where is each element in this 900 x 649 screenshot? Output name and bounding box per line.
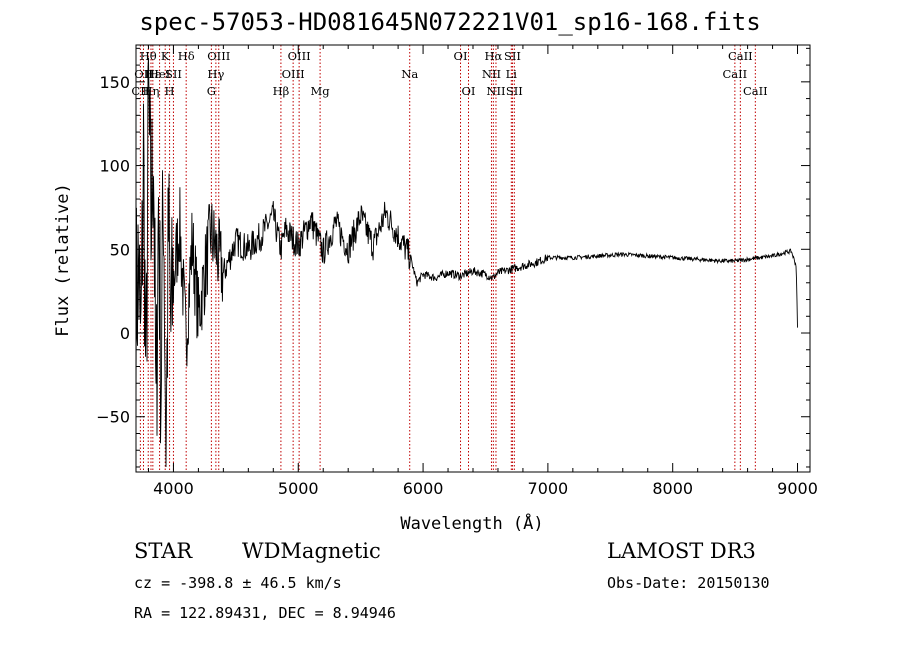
survey-name: LAMOST DR3 xyxy=(607,539,756,563)
spectral-line-label-6: K xyxy=(161,49,170,63)
y-tick-label-1: 0 xyxy=(120,324,130,343)
spectral-line-label-12: OIII xyxy=(207,49,230,63)
object-subclass: WDMagnetic xyxy=(242,539,381,563)
spectral-line-label-26: CaII xyxy=(722,67,747,81)
spectral-line-label-27: CaII xyxy=(728,49,753,63)
spectral-line-label-9: Hδ xyxy=(178,49,195,63)
chart-title: spec-57053-HD081645N072221V01_sp16-168.f… xyxy=(139,8,761,36)
spectral-line-label-11: Hγ xyxy=(207,67,224,81)
y-axis-label: Flux (relative) xyxy=(53,183,73,337)
spectral-line-label-0: CII xyxy=(131,84,149,98)
spectral-line-label-1: OII xyxy=(134,67,153,81)
observation-date: Obs-Date: 20150130 xyxy=(607,574,770,592)
spectral-line-label-22: NII xyxy=(486,84,505,98)
spectral-line-label-14: OIII xyxy=(282,67,305,81)
plot-frame xyxy=(135,44,811,473)
spectrum-line xyxy=(135,57,798,468)
spectral-line-label-24: SII xyxy=(504,49,521,63)
x-tick-label-4: 8000 xyxy=(652,479,693,498)
spectral-line-label-20: NII xyxy=(482,67,501,81)
spectral-line-label-28: CaII xyxy=(743,84,768,98)
spectral-line-label-17: Na xyxy=(401,67,418,81)
y-tick-label-3: 100 xyxy=(99,157,130,176)
spectral-line-label-13: Hβ xyxy=(273,84,290,98)
spectral-line-label-15: OIII xyxy=(288,49,311,63)
spectral-line-label-18: OI xyxy=(454,49,468,63)
x-tick-label-5: 9000 xyxy=(777,479,818,498)
spectral-line-label-21: Hα xyxy=(484,49,502,63)
y-tick-label-4: 150 xyxy=(99,73,130,92)
x-tick-label-2: 6000 xyxy=(403,479,444,498)
spectral-line-label-2: Hθ xyxy=(140,49,157,63)
emission-lines-layer xyxy=(139,45,756,472)
spectral-line-label-19: OI xyxy=(462,84,476,98)
object-class: STAR xyxy=(134,539,193,563)
x-tick-label-3: 7000 xyxy=(528,479,569,498)
y-tick-label-2: 50 xyxy=(110,240,130,259)
spectral-line-label-25: SII xyxy=(506,84,523,98)
spectral-line-label-7: H xyxy=(165,84,175,98)
spectral-line-label-5: HeI xyxy=(149,67,170,81)
spectral-line-label-8: SII xyxy=(165,67,182,81)
x-tick-label-0: 4000 xyxy=(153,479,194,498)
spectral-line-label-23: Li xyxy=(506,67,518,81)
ra-dec-coordinates: RA = 122.89431, DEC = 8.94946 xyxy=(134,604,396,622)
spectral-line-label-10: G xyxy=(207,84,216,98)
spectral-line-label-4: Hε xyxy=(145,67,161,81)
redshift-velocity: cz = -398.8 ± 46.5 km/s xyxy=(134,574,342,592)
y-tick-label-0: −50 xyxy=(96,408,130,427)
spectrum-layer xyxy=(135,57,798,468)
x-tick-label-1: 5000 xyxy=(278,479,319,498)
spectral-line-label-16: Mg xyxy=(311,84,331,98)
spectral-line-label-3: Hη xyxy=(143,84,160,98)
ticks-layer: 4000 5000 6000 7000 8000 9000 −50 0 50 100 150 xyxy=(96,45,818,498)
x-axis-label: Wavelength (Å) xyxy=(400,512,543,534)
